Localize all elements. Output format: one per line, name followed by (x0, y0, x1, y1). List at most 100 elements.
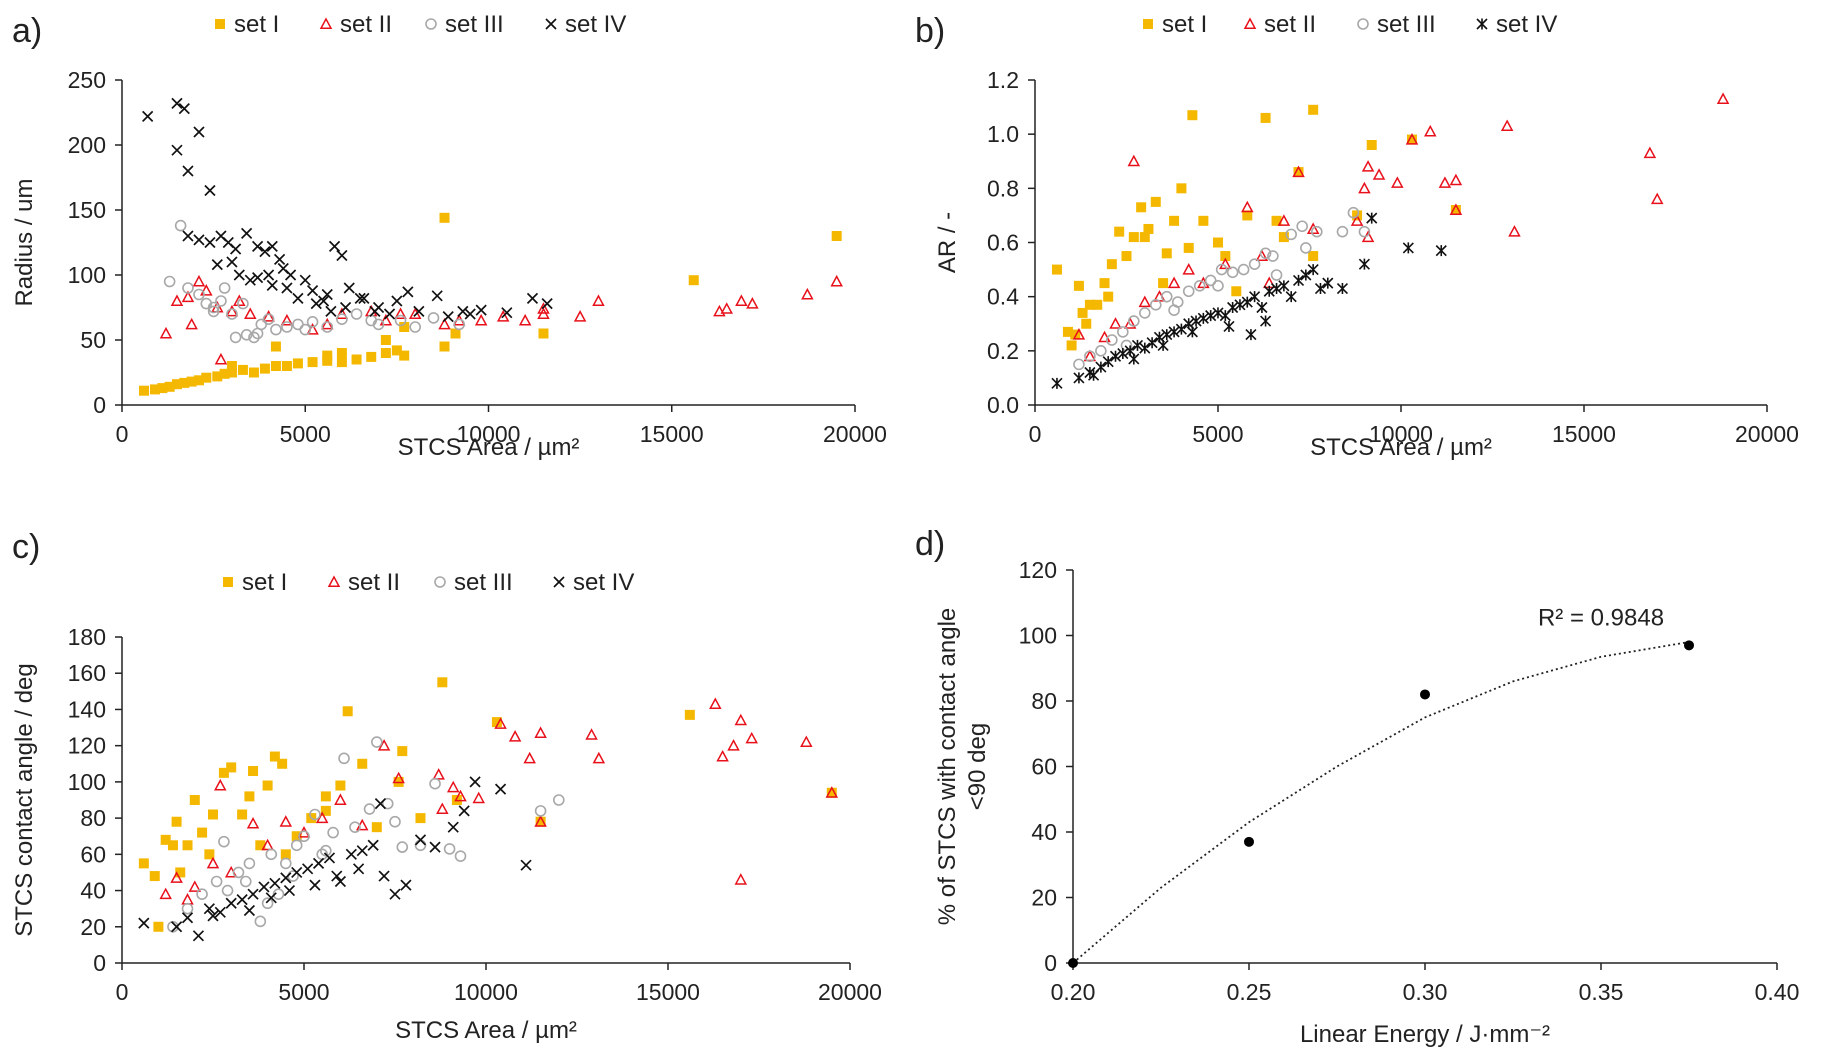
data-point (1372, 168, 1386, 180)
legend-marker (1476, 18, 1488, 30)
y-tick-label: 1.0 (987, 121, 1019, 147)
data-point (688, 275, 699, 286)
data-point (1213, 237, 1223, 248)
data-point (1308, 251, 1319, 262)
data-point (1136, 202, 1147, 213)
data-point (381, 797, 394, 810)
series-2 (1072, 92, 1730, 362)
data-point (327, 826, 339, 839)
data-point (727, 739, 740, 751)
data-point-stroke (265, 892, 277, 904)
data-point (367, 839, 379, 851)
data-point (179, 377, 190, 388)
data-point (1121, 251, 1132, 262)
data-point-stroke (233, 269, 245, 281)
data-point (453, 318, 465, 331)
data-point (1102, 356, 1114, 368)
data-point (232, 866, 245, 879)
data-point-stroke (464, 308, 476, 320)
data-point (171, 816, 182, 827)
data-point (1190, 315, 1202, 327)
data-point (439, 341, 450, 352)
data-point-stroke (182, 230, 194, 242)
data-point-stroke (1168, 326, 1180, 338)
data-point (1051, 264, 1062, 275)
data-point (1062, 326, 1073, 337)
y-tick-label: 120 (68, 733, 106, 759)
data-point (270, 323, 282, 336)
data-point (182, 282, 194, 294)
data-point-stroke (356, 845, 368, 857)
data-point (1103, 291, 1114, 302)
data-point (336, 313, 348, 326)
legend-label: set II (340, 11, 392, 38)
data-point (349, 821, 361, 833)
data-point (1175, 323, 1187, 335)
data-point (188, 880, 202, 892)
data-point (214, 778, 227, 791)
y-tick-label: 140 (68, 696, 106, 722)
data-point (243, 904, 256, 917)
x-tick-label: 10000 (1369, 421, 1433, 447)
data-point (273, 253, 286, 266)
data-point (508, 730, 522, 742)
data-point (431, 290, 443, 302)
data-point (317, 295, 330, 307)
data-point (1347, 206, 1360, 219)
data-point (149, 871, 160, 882)
data-point (1366, 212, 1378, 224)
data-point-stroke (204, 184, 216, 197)
data-point (1285, 291, 1297, 303)
data-point-stroke (328, 240, 341, 253)
data-point (159, 326, 173, 339)
data-point (1260, 112, 1271, 123)
data-point-stroke (1241, 296, 1253, 308)
data-point (494, 717, 507, 729)
data-point (279, 857, 292, 870)
y-tick-label: 100 (68, 262, 106, 288)
data-point-stroke (1402, 242, 1414, 254)
data-point-stroke (171, 144, 183, 156)
data-point (218, 767, 229, 778)
data-point (265, 892, 277, 904)
data-point-stroke (383, 308, 396, 320)
data-point (325, 305, 337, 318)
data-point-stroke (230, 243, 242, 255)
data-point (248, 367, 259, 378)
data-point (415, 813, 426, 824)
data-point (266, 279, 278, 292)
data-point (1500, 119, 1514, 132)
data-point-stroke (1051, 377, 1063, 389)
x-axis-label: STCS Area / µm² (398, 434, 580, 461)
data-point (186, 376, 197, 387)
data-point (830, 274, 843, 287)
data-point (356, 845, 368, 857)
data-point (1220, 251, 1231, 262)
data-point (1231, 286, 1242, 297)
data-point (226, 762, 237, 773)
data-point (254, 915, 267, 928)
data-point (1278, 280, 1290, 292)
data-point (1296, 220, 1308, 233)
data-point (450, 328, 461, 339)
data-point (1508, 225, 1521, 237)
data-point (1077, 307, 1088, 318)
y-tick-label: 20 (80, 914, 106, 940)
data-point (1449, 173, 1463, 186)
data-point-stroke (1234, 299, 1246, 311)
data-point (321, 288, 333, 301)
data-point (535, 816, 546, 827)
data-point (1358, 225, 1371, 238)
y-tick-label: 40 (80, 878, 106, 904)
data-point (1263, 285, 1275, 297)
y-tick-label: 0.0 (987, 392, 1019, 418)
data-point-stroke (211, 258, 223, 271)
data-point (181, 912, 194, 924)
data-point (192, 930, 205, 942)
x-tick-label: 10000 (457, 421, 521, 447)
data-point (1350, 214, 1364, 226)
data-point (1314, 282, 1327, 295)
y-axis-label: Radius / um (11, 178, 38, 306)
legend-marker (1143, 19, 1153, 29)
data-point (447, 821, 459, 833)
